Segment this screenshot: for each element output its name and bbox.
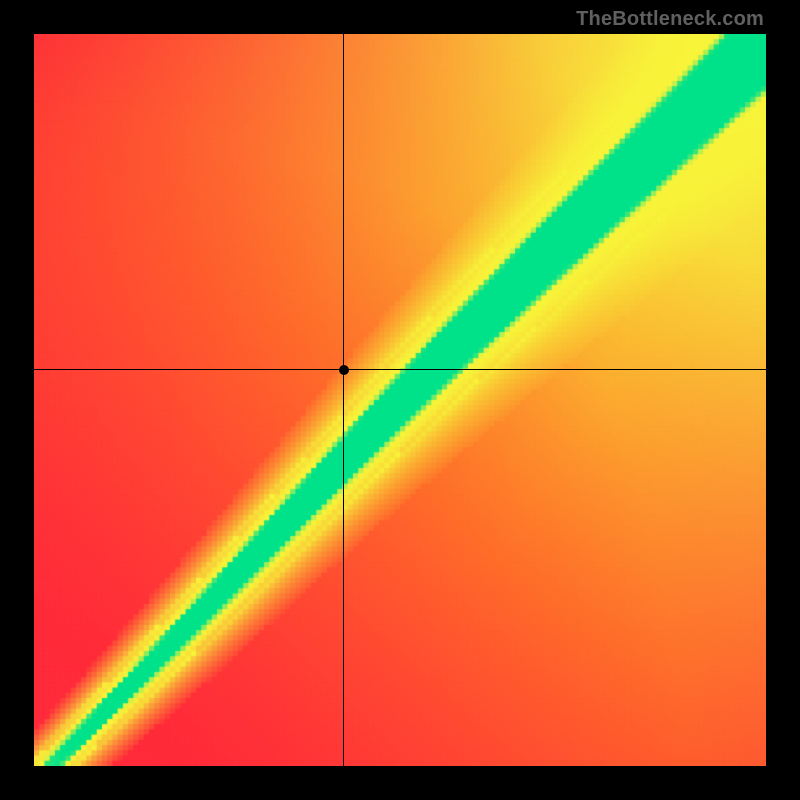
watermark-text: TheBottleneck.com [576,8,764,31]
heatmap-canvas [34,34,766,766]
plot-frame [34,34,766,766]
crosshair-horizontal [34,369,766,370]
chart-container: TheBottleneck.com [0,0,800,800]
data-point-marker [339,365,349,375]
crosshair-vertical [343,34,344,766]
